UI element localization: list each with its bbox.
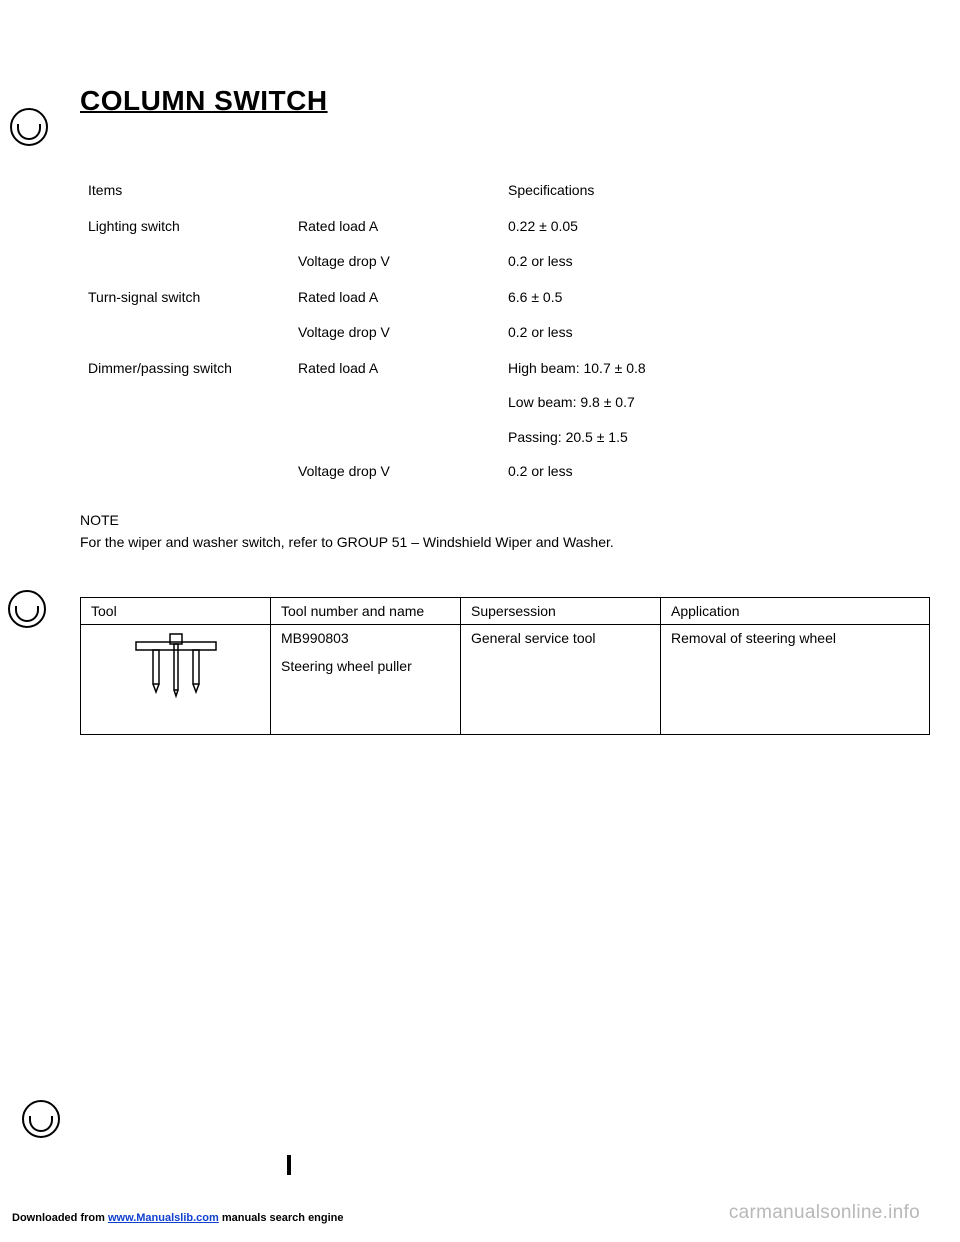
decorative-circle-mid: [8, 590, 46, 628]
item-cell: Turn-signal switch: [80, 278, 290, 314]
tool-supersession-cell: General service tool: [461, 625, 661, 735]
table-row: Voltage drop V 0.2 or less: [80, 315, 860, 349]
tool-name: Steering wheel puller: [281, 658, 450, 674]
value-cell: 0.2 or less: [500, 315, 860, 349]
decorative-circle-top: [10, 108, 48, 146]
item-cell: Lighting switch: [80, 207, 290, 243]
footer-prefix: Downloaded from: [12, 1212, 108, 1224]
tool-data-row: MB990803 Steering wheel puller General s…: [81, 625, 930, 735]
note-part2: – Windshield Wiper and Washer.: [411, 534, 614, 550]
item-cell: [80, 385, 290, 419]
page-content: COLUMN SWITCH Items Specifications Light…: [0, 0, 960, 735]
value-cell: 0.2 or less: [500, 244, 860, 278]
note-label: NOTE: [80, 509, 920, 531]
table-row: Voltage drop V 0.2 or less: [80, 454, 860, 488]
footer-download-credit: Downloaded from www.Manualslib.com manua…: [12, 1212, 344, 1224]
table-row: Low beam: 9.8 ± 0.7: [80, 385, 860, 419]
table-row: Lighting switch Rated load A 0.22 ± 0.05: [80, 207, 860, 243]
item-cell: [80, 454, 290, 488]
value-cell: 0.2 or less: [500, 454, 860, 488]
value-cell: 6.6 ± 0.5: [500, 278, 860, 314]
item-cell: [80, 244, 290, 278]
tool-header: Tool number and name: [271, 598, 461, 625]
value-cell: Passing: 20.5 ± 1.5: [500, 420, 860, 454]
footer-watermark: carmanualsonline.info: [729, 1202, 920, 1224]
tool-number-name-cell: MB990803 Steering wheel puller: [271, 625, 461, 735]
header-items: Items: [80, 177, 290, 207]
note-part1: For the wiper and washer switch, refer t…: [80, 534, 407, 550]
param-cell: Rated load A: [290, 207, 500, 243]
item-cell: [80, 315, 290, 349]
page-title: COLUMN SWITCH: [80, 85, 920, 117]
table-row: Dimmer/passing switch Rated load A High …: [80, 349, 860, 385]
param-cell: Rated load A: [290, 278, 500, 314]
stray-mark-icon: [287, 1155, 291, 1175]
table-row: Turn-signal switch Rated load A 6.6 ± 0.…: [80, 278, 860, 314]
value-cell: Low beam: 9.8 ± 0.7: [500, 385, 860, 419]
header-specs: Specifications: [500, 177, 860, 207]
tool-header: Application: [661, 598, 930, 625]
specifications-table: Items Specifications Lighting switch Rat…: [80, 177, 860, 489]
tool-header: Tool: [81, 598, 271, 625]
note-block: NOTE For the wiper and washer switch, re…: [80, 509, 920, 554]
tool-image-cell: [81, 625, 271, 735]
footer-link[interactable]: www.Manualslib.com: [108, 1212, 219, 1224]
table-row: Voltage drop V 0.2 or less: [80, 244, 860, 278]
tool-header-row: Tool Tool number and name Supersession A…: [81, 598, 930, 625]
value-cell: High beam: 10.7 ± 0.8: [500, 349, 860, 385]
param-cell: Voltage drop V: [290, 244, 500, 278]
param-cell: Voltage drop V: [290, 454, 500, 488]
value-cell: 0.22 ± 0.05: [500, 207, 860, 243]
table-header-row: Items Specifications: [80, 177, 860, 207]
item-cell: [80, 420, 290, 454]
table-row: Passing: 20.5 ± 1.5: [80, 420, 860, 454]
note-text: For the wiper and washer switch, refer t…: [80, 531, 920, 553]
tool-table: Tool Tool number and name Supersession A…: [80, 597, 930, 735]
header-blank: [290, 177, 500, 207]
param-cell: [290, 420, 500, 454]
tool-application-cell: Removal of steering wheel: [661, 625, 930, 735]
tool-number: MB990803: [281, 630, 450, 646]
param-cell: [290, 385, 500, 419]
item-cell: Dimmer/passing switch: [80, 349, 290, 385]
puller-icon: [126, 630, 226, 710]
decorative-circle-bottom: [22, 1100, 60, 1138]
tool-header: Supersession: [461, 598, 661, 625]
param-cell: Voltage drop V: [290, 315, 500, 349]
param-cell: Rated load A: [290, 349, 500, 385]
footer-suffix: manuals search engine: [219, 1212, 344, 1224]
